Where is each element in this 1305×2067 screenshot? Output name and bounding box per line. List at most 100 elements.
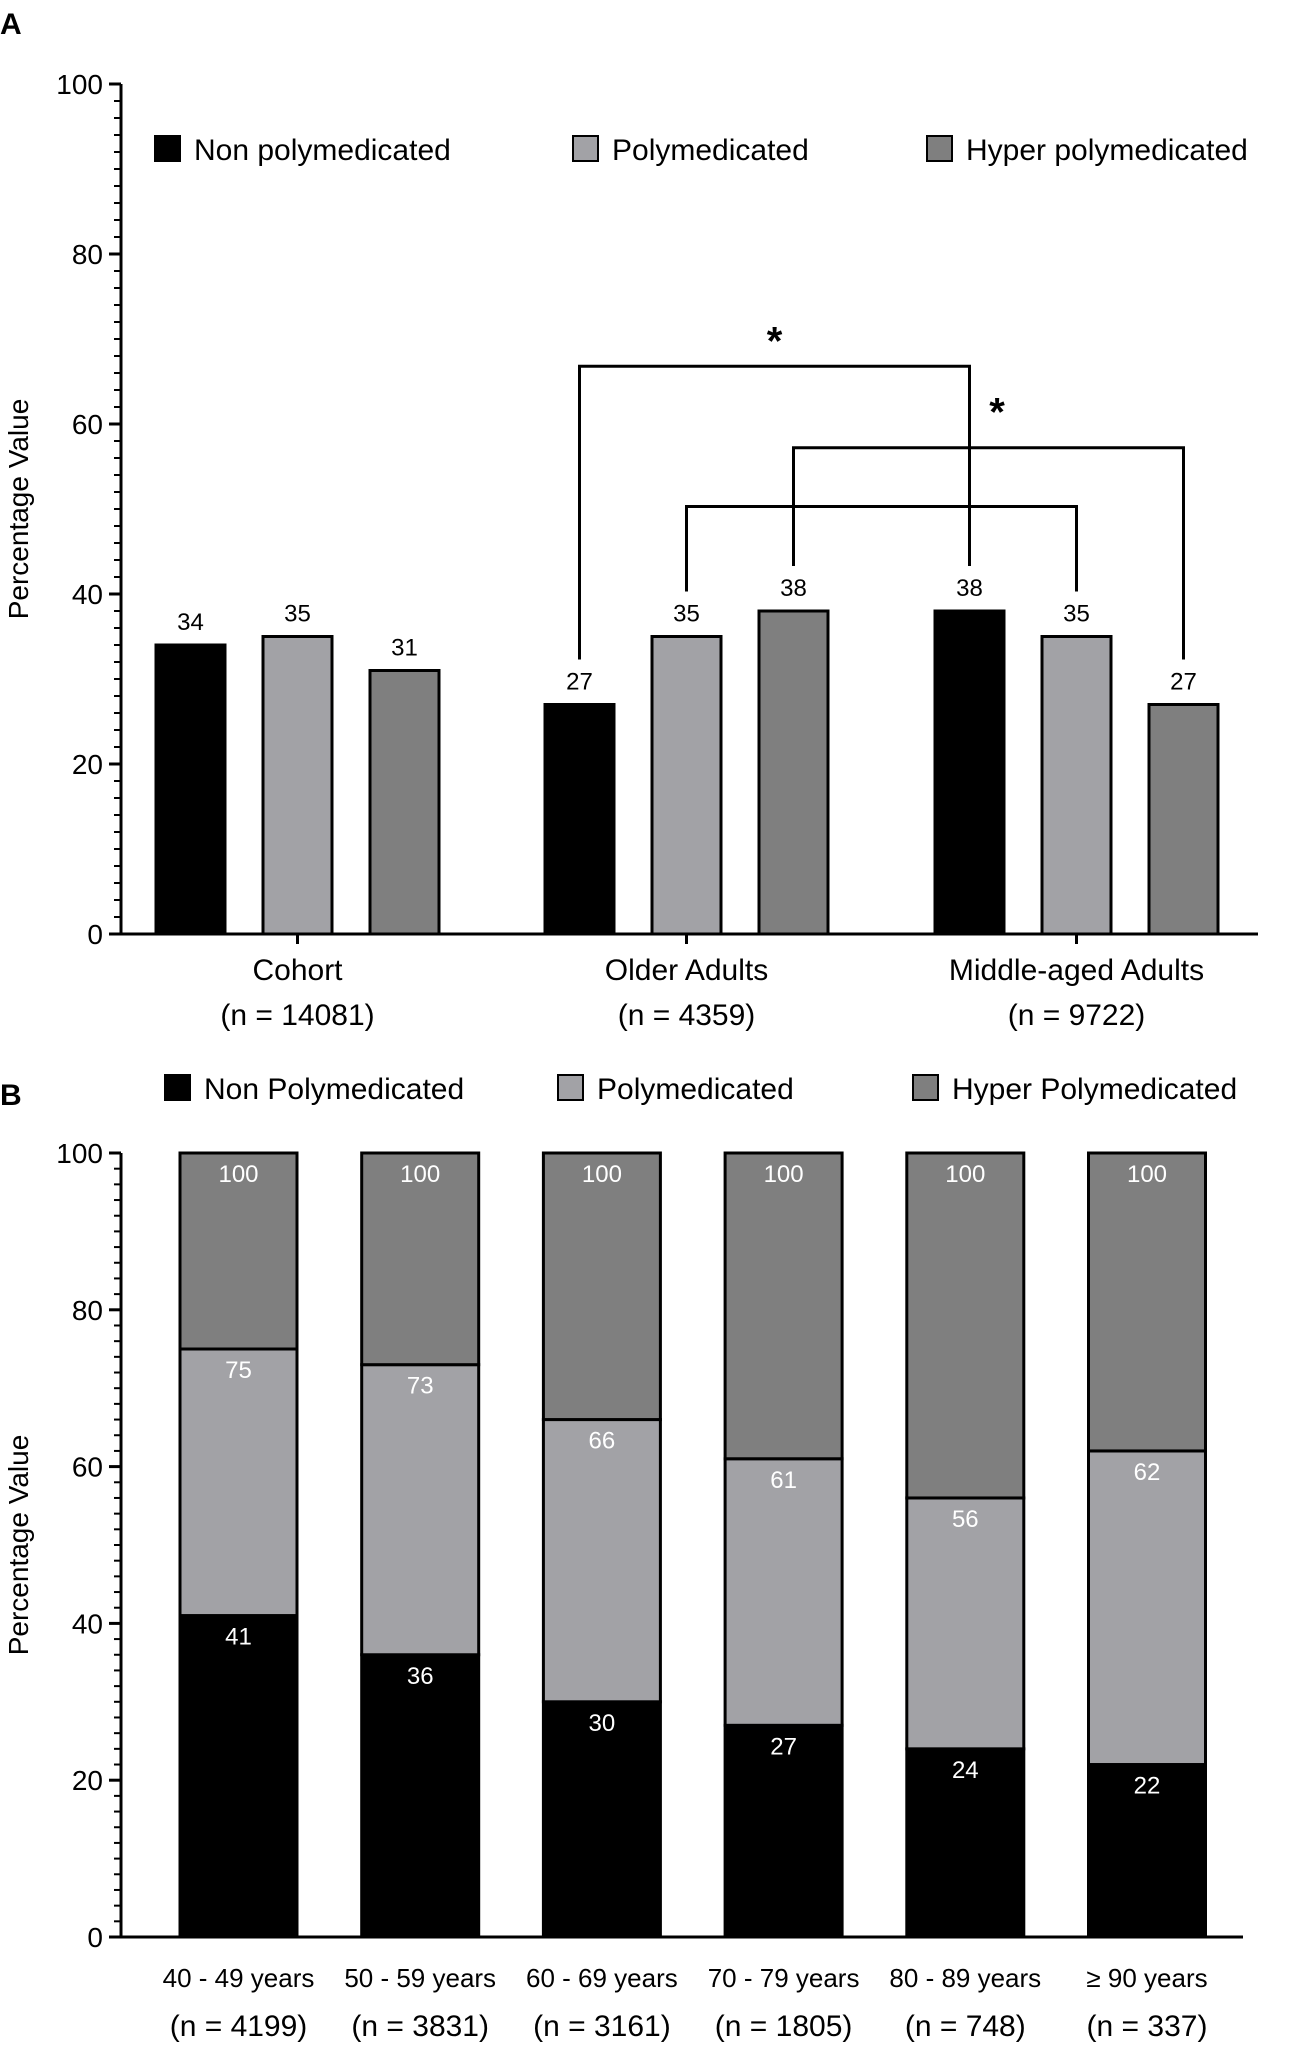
chart-b-bar-segment — [360, 1653, 481, 1939]
chart-a-y-tick-label: 40 — [72, 579, 103, 610]
chart-b-x-tick-label: 70 - 79 years — [708, 1963, 860, 1993]
chart-b-data-label: 56 — [952, 1506, 979, 1533]
chart-a-significance-bracket — [685, 504, 1078, 592]
chart-b-bar-segment — [541, 1700, 662, 1939]
chart-a-data-label: 35 — [284, 601, 311, 628]
chart-b-bar-segment — [905, 1496, 1026, 1751]
chart-a-legend-swatch — [154, 135, 181, 162]
chart-b-bar-segment — [905, 1151, 1026, 1500]
chart-a: 0 20 40 60 80 100 Percentage Value Non polymedi… — [3, 69, 1258, 1032]
chart-a-x-sample-size: (n = 4359) — [618, 999, 756, 1032]
chart-a-x-tick-label: Middle-aged Adults — [949, 954, 1204, 987]
chart-a-bar — [1147, 703, 1220, 936]
chart-b-y-axis-title: Percentage Value — [3, 1435, 34, 1656]
panel-b-label: B — [0, 1079, 22, 1112]
chart-b-y-tick-label: 0 — [87, 1922, 103, 1953]
chart-a-data-label: 34 — [177, 609, 204, 636]
chart-b-x-sample-size: (n = 4199) — [170, 2010, 308, 2043]
chart-b-x-tick-label: 50 - 59 years — [344, 1963, 496, 1993]
chart-a-data-label: 31 — [391, 635, 418, 662]
chart-b-bar-segment — [541, 1151, 662, 1422]
chart-b-bar-segment — [360, 1151, 481, 1367]
chart-b-y-tick-label: 60 — [72, 1452, 103, 1483]
chart-b-x-sample-size: (n = 748) — [905, 2010, 1026, 2043]
chart-b-data-label: 30 — [589, 1710, 616, 1737]
chart-b-x-tick-label: 40 - 49 years — [163, 1963, 315, 1993]
chart-a-x-tick-label: Older Adults — [605, 954, 768, 987]
panel-a-label: A — [0, 8, 22, 41]
chart-a-x-sample-size: (n = 9722) — [1008, 999, 1146, 1032]
chart-a-significance-bracket — [578, 364, 971, 660]
chart-b-legend-swatch — [557, 1074, 584, 1101]
chart-b-bar-segment — [178, 1151, 299, 1351]
chart-a-y-tick-label: 100 — [56, 69, 103, 100]
chart-b-data-label: 73 — [407, 1373, 434, 1400]
chart-b-x-tick-label: ≥ 90 years — [1086, 1963, 1207, 1993]
chart-b-data-label: 100 — [945, 1161, 985, 1188]
chart-a-bar — [757, 609, 830, 936]
chart-a-data-label: 38 — [780, 575, 807, 602]
chart-b-bar-segment — [1087, 1151, 1207, 1453]
chart-b-bar-segment — [178, 1347, 299, 1618]
chart-b-legend-swatch — [912, 1074, 939, 1101]
chart-b-data-label: 75 — [225, 1357, 252, 1384]
chart-a-y-tick-label: 80 — [72, 239, 103, 270]
chart-b-data-label: 41 — [225, 1624, 252, 1651]
chart-b-bar-segment — [541, 1418, 662, 1704]
chart-a-bar — [543, 703, 616, 936]
chart-a-significance-star: * — [767, 319, 783, 363]
chart-b-data-label: 62 — [1134, 1459, 1161, 1486]
chart-b-data-label: 36 — [407, 1663, 434, 1690]
chart-a-bar — [368, 669, 441, 936]
chart-b-bar-segment — [723, 1151, 844, 1461]
chart-b-bar-segment — [1087, 1449, 1207, 1767]
chart-b-y-tick-label: 40 — [72, 1608, 103, 1639]
chart-b: 0 20 40 60 80 100 Percentage Value Non Polymedi… — [3, 1073, 1243, 2043]
chart-b-legend-label: Polymedicated — [597, 1073, 794, 1106]
chart-b-y-tick-label: 100 — [56, 1138, 103, 1169]
chart-b-data-label: 100 — [1127, 1161, 1167, 1188]
chart-a-y-axis-title: Percentage Value — [3, 399, 34, 620]
chart-b-data-label: 27 — [770, 1733, 797, 1760]
chart-b-x-sample-size: (n = 1805) — [715, 2010, 853, 2043]
chart-b-bar-segment — [905, 1747, 1026, 1939]
chart-b-legend-label: Non Polymedicated — [204, 1073, 464, 1106]
chart-b-bar-segment — [1087, 1763, 1207, 1939]
chart-a-data-label: 35 — [1063, 601, 1090, 628]
chart-a-legend-swatch — [572, 135, 599, 162]
chart-a-bar — [933, 609, 1006, 936]
chart-b-x-tick-label: 80 - 89 years — [889, 1963, 1041, 1993]
chart-b-bar-segment — [178, 1614, 299, 1939]
chart-a-bar — [154, 643, 227, 936]
chart-a-legend-swatch — [926, 135, 953, 162]
chart-a-data-label: 38 — [956, 575, 983, 602]
chart-a-data-label: 27 — [566, 669, 593, 696]
chart-b-data-label: 61 — [770, 1467, 797, 1494]
chart-a-x-tick-label: Cohort — [252, 954, 343, 987]
chart-a-bar — [650, 635, 723, 936]
chart-b-x-sample-size: (n = 3831) — [351, 2010, 489, 2043]
chart-b-data-label: 100 — [218, 1161, 258, 1188]
chart-a-y-tick-label: 20 — [72, 749, 103, 780]
chart-a-y-tick-label: 60 — [72, 409, 103, 440]
chart-a-x-sample-size: (n = 14081) — [220, 999, 374, 1032]
chart-b-bar-segment — [723, 1457, 844, 1727]
chart-a-legend-label: Hyper polymedicated — [966, 134, 1248, 167]
chart-a-y-tick-label: 0 — [87, 919, 103, 950]
chart-b-x-sample-size: (n = 337) — [1087, 2010, 1208, 2043]
chart-a-legend-label: Polymedicated — [612, 134, 809, 167]
chart-b-data-label: 100 — [582, 1161, 622, 1188]
chart-b-y-tick-label: 80 — [72, 1295, 103, 1326]
chart-b-legend-label: Hyper Polymedicated — [952, 1073, 1237, 1106]
chart-b-x-tick-label: 60 - 69 years — [526, 1963, 678, 1993]
chart-a-bar — [1040, 635, 1113, 936]
chart-b-bar-segment — [360, 1363, 481, 1657]
chart-a-bar — [261, 635, 334, 936]
chart-b-x-sample-size: (n = 3161) — [533, 2010, 671, 2043]
chart-b-data-label: 24 — [952, 1757, 979, 1784]
chart-b-data-label: 22 — [1134, 1773, 1161, 1800]
chart-b-data-label: 66 — [589, 1428, 616, 1455]
chart-b-y-tick-label: 20 — [72, 1765, 103, 1796]
chart-b-legend-swatch — [164, 1074, 191, 1101]
